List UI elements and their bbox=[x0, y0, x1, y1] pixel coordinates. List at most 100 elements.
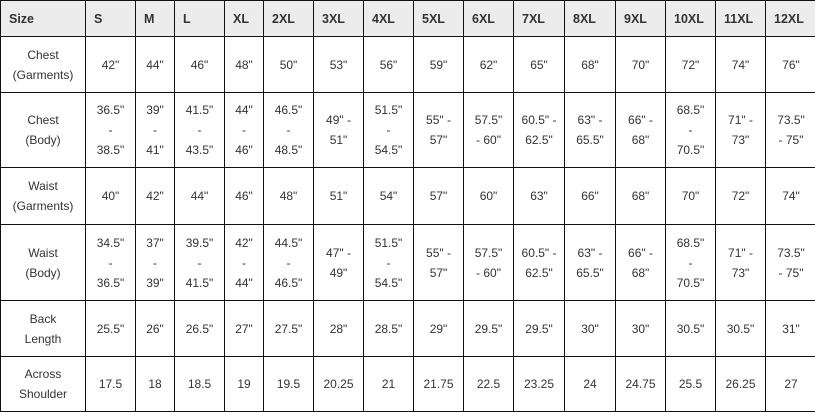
size-column-header: 4XL bbox=[364, 1, 414, 37]
measurement-cell: 44" - 46" bbox=[225, 93, 264, 168]
measurement-cell: 30.5" bbox=[666, 301, 716, 357]
measurement-cell: 51.5" - 54.5" bbox=[364, 93, 414, 168]
chest-garments-row: Chest (Garments)42"44"46"48"50"53"56"59"… bbox=[1, 37, 815, 93]
size-header: Size bbox=[1, 1, 86, 37]
measurement-cell: 63" bbox=[514, 168, 565, 225]
size-column-header: 10XL bbox=[666, 1, 716, 37]
measurement-cell: 37" - 39" bbox=[136, 225, 175, 301]
waist-garments-row: Waist (Garments)40"42"44"46"48"51"54"57"… bbox=[1, 168, 815, 225]
measurement-cell: 25.5 bbox=[666, 357, 716, 412]
measurement-cell: 42" bbox=[136, 168, 175, 225]
measurement-cell: 39.5" - 41.5" bbox=[175, 225, 225, 301]
measurement-cell: 26.5" bbox=[175, 301, 225, 357]
size-column-header: 2XL bbox=[264, 1, 314, 37]
measurement-cell: 29.5" bbox=[464, 301, 514, 357]
measurement-cell: 55" - 57" bbox=[414, 225, 464, 301]
measurement-cell: 70" bbox=[666, 168, 716, 225]
measurement-cell: 30.5" bbox=[716, 301, 766, 357]
measurement-cell: 51.5" - 54.5" bbox=[364, 225, 414, 301]
measurement-cell: 27 bbox=[766, 357, 815, 412]
measurement-cell: 55" - 57" bbox=[414, 93, 464, 168]
measurement-cell: 76" bbox=[766, 37, 815, 93]
measurement-cell: 44" bbox=[175, 168, 225, 225]
measurement-cell: 68" bbox=[616, 168, 666, 225]
waist-body-row: Waist (Body)34.5" - 36.5"37" - 39"39.5" … bbox=[1, 225, 815, 301]
measurement-cell: 18 bbox=[136, 357, 175, 412]
measurement-cell: 72" bbox=[666, 37, 716, 93]
measurement-cell: 26.25 bbox=[716, 357, 766, 412]
measurement-cell: 66" - 68" bbox=[616, 225, 666, 301]
size-column-header: 8XL bbox=[565, 1, 616, 37]
measurement-cell: 66" - 68" bbox=[616, 93, 666, 168]
measurement-cell: 71" - 73" bbox=[716, 93, 766, 168]
measurement-cell: 21.75 bbox=[414, 357, 464, 412]
measurement-cell: 44" bbox=[136, 37, 175, 93]
measurement-cell: 60.5" - 62.5" bbox=[514, 93, 565, 168]
measurement-cell: 56" bbox=[364, 37, 414, 93]
measurement-cell: 30" bbox=[616, 301, 666, 357]
row-label: Back Length bbox=[1, 301, 86, 357]
measurement-cell: 29" bbox=[414, 301, 464, 357]
measurement-cell: 68.5" - 70.5" bbox=[666, 93, 716, 168]
measurement-cell: 46" bbox=[225, 168, 264, 225]
measurement-cell: 49" - 51" bbox=[314, 93, 364, 168]
measurement-cell: 17.5 bbox=[86, 357, 136, 412]
measurement-cell: 42" bbox=[86, 37, 136, 93]
measurement-cell: 18.5 bbox=[175, 357, 225, 412]
measurement-cell: 21 bbox=[364, 357, 414, 412]
measurement-cell: 53" bbox=[314, 37, 364, 93]
measurement-cell: 73.5" - 75" bbox=[766, 225, 815, 301]
measurement-cell: 46.5" - 48.5" bbox=[264, 93, 314, 168]
measurement-cell: 48" bbox=[225, 37, 264, 93]
measurement-cell: 28.5" bbox=[364, 301, 414, 357]
size-column-header: L bbox=[175, 1, 225, 37]
size-column-header: 12XL bbox=[766, 1, 815, 37]
measurement-cell: 51" bbox=[314, 168, 364, 225]
size-column-header: S bbox=[86, 1, 136, 37]
measurement-cell: 42" - 44" bbox=[225, 225, 264, 301]
size-column-header: XL bbox=[225, 1, 264, 37]
measurement-cell: 28" bbox=[314, 301, 364, 357]
size-column-header: 5XL bbox=[414, 1, 464, 37]
measurement-cell: 44.5" - 46.5" bbox=[264, 225, 314, 301]
measurement-cell: 71" - 73" bbox=[716, 225, 766, 301]
measurement-cell: 29.5" bbox=[514, 301, 565, 357]
size-column-header: 7XL bbox=[514, 1, 565, 37]
measurement-cell: 19.5 bbox=[264, 357, 314, 412]
measurement-cell: 30" bbox=[565, 301, 616, 357]
measurement-cell: 20.25 bbox=[314, 357, 364, 412]
size-column-header: 9XL bbox=[616, 1, 666, 37]
measurement-cell: 27" bbox=[225, 301, 264, 357]
measurement-cell: 68" bbox=[565, 37, 616, 93]
measurement-cell: 68.5" - 70.5" bbox=[666, 225, 716, 301]
measurement-cell: 24 bbox=[565, 357, 616, 412]
row-label: Across Shoulder bbox=[1, 357, 86, 412]
measurement-cell: 74" bbox=[716, 37, 766, 93]
size-column-header: 3XL bbox=[314, 1, 364, 37]
measurement-cell: 26" bbox=[136, 301, 175, 357]
measurement-cell: 59" bbox=[414, 37, 464, 93]
measurement-cell: 73.5" - 75" bbox=[766, 93, 815, 168]
measurement-cell: 74" bbox=[766, 168, 815, 225]
size-column-header: 6XL bbox=[464, 1, 514, 37]
size-column-header: M bbox=[136, 1, 175, 37]
measurement-cell: 57" bbox=[414, 168, 464, 225]
measurement-cell: 65" bbox=[514, 37, 565, 93]
row-label: Chest (Garments) bbox=[1, 37, 86, 93]
measurement-cell: 66" bbox=[565, 168, 616, 225]
measurement-cell: 57.5" - 60" bbox=[464, 225, 514, 301]
measurement-cell: 34.5" - 36.5" bbox=[86, 225, 136, 301]
size-column-header: 11XL bbox=[716, 1, 766, 37]
measurement-cell: 41.5" - 43.5" bbox=[175, 93, 225, 168]
measurement-cell: 50" bbox=[264, 37, 314, 93]
measurement-cell: 72" bbox=[716, 168, 766, 225]
measurement-cell: 54" bbox=[364, 168, 414, 225]
measurement-cell: 27.5" bbox=[264, 301, 314, 357]
measurement-cell: 60.5" - 62.5" bbox=[514, 225, 565, 301]
measurement-cell: 23.25 bbox=[514, 357, 565, 412]
measurement-cell: 47" - 49" bbox=[314, 225, 364, 301]
measurement-cell: 19 bbox=[225, 357, 264, 412]
